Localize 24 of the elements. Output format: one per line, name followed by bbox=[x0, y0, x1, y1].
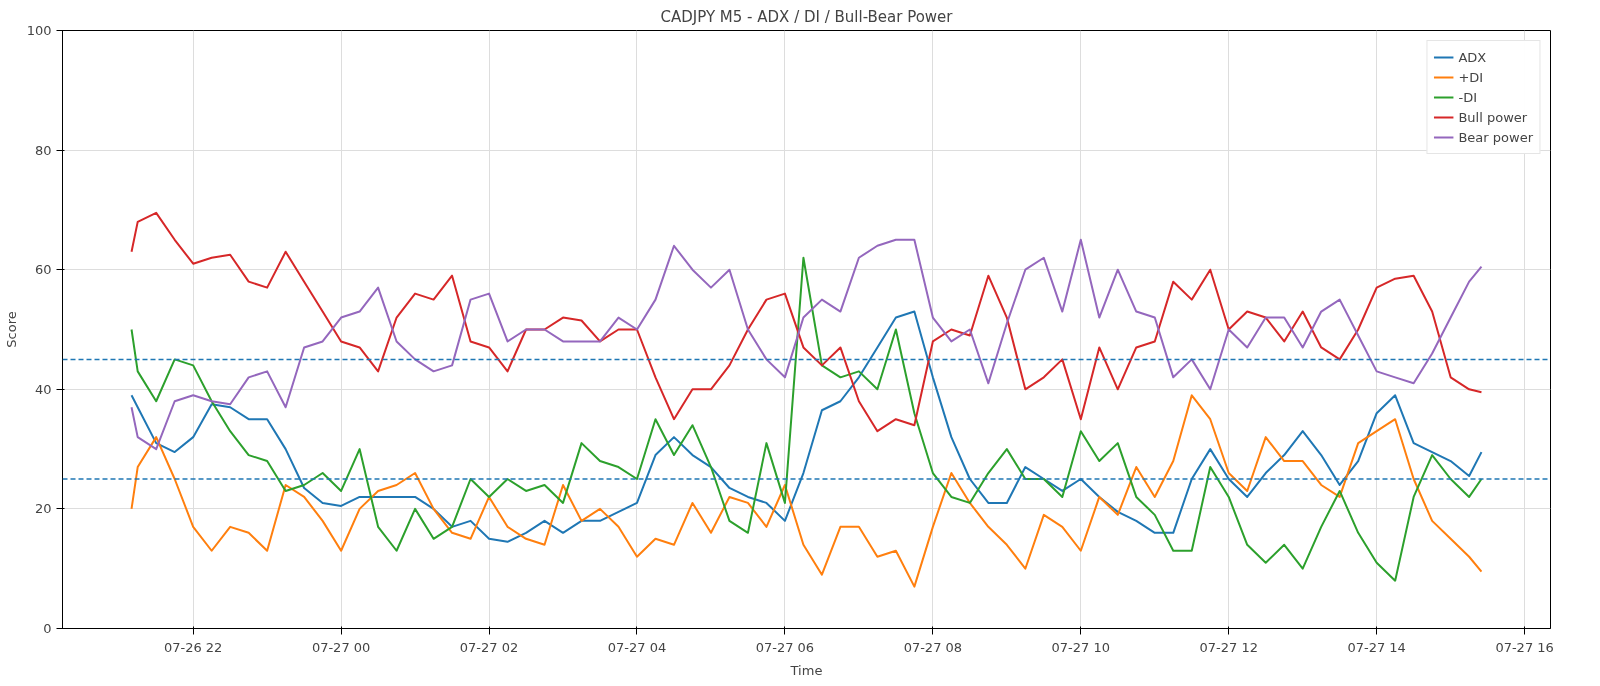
legend-label: -DI bbox=[1458, 89, 1478, 105]
chart-title: CADJPY M5 - ADX / DI / Bull-Bear Power bbox=[660, 7, 954, 26]
y-tick-label: 60 bbox=[34, 262, 52, 278]
x-tick-label: 07-27 00 bbox=[311, 639, 371, 655]
legend-label: ADX bbox=[1458, 49, 1487, 65]
x-tick-label: 07-27 10 bbox=[1051, 639, 1111, 655]
x-tick-label: 07-27 08 bbox=[903, 639, 963, 655]
y-tick-label: 20 bbox=[34, 501, 52, 517]
x-tick-label: 07-27 16 bbox=[1495, 639, 1554, 655]
x-tick-label: 07-27 14 bbox=[1347, 639, 1406, 655]
y-tick-label: 100 bbox=[26, 23, 52, 38]
legend-label: Bear power bbox=[1458, 129, 1533, 145]
y-axis-title: Score bbox=[3, 311, 19, 348]
x-tick-label: 07-27 02 bbox=[459, 639, 519, 655]
x-tick-label: 07-26 22 bbox=[163, 639, 223, 655]
legend-label: Bull power bbox=[1458, 109, 1528, 125]
legend-label: +DI bbox=[1458, 69, 1484, 85]
y-tick-label: 80 bbox=[34, 142, 52, 158]
x-tick-label: 07-27 04 bbox=[607, 639, 667, 655]
x-axis-title: Time bbox=[789, 662, 823, 678]
x-tick-label: 07-27 06 bbox=[755, 639, 815, 655]
y-tick-label: 0 bbox=[43, 621, 52, 636]
x-tick-label: 07-27 12 bbox=[1199, 639, 1258, 655]
y-tick-label: 40 bbox=[34, 381, 52, 397]
